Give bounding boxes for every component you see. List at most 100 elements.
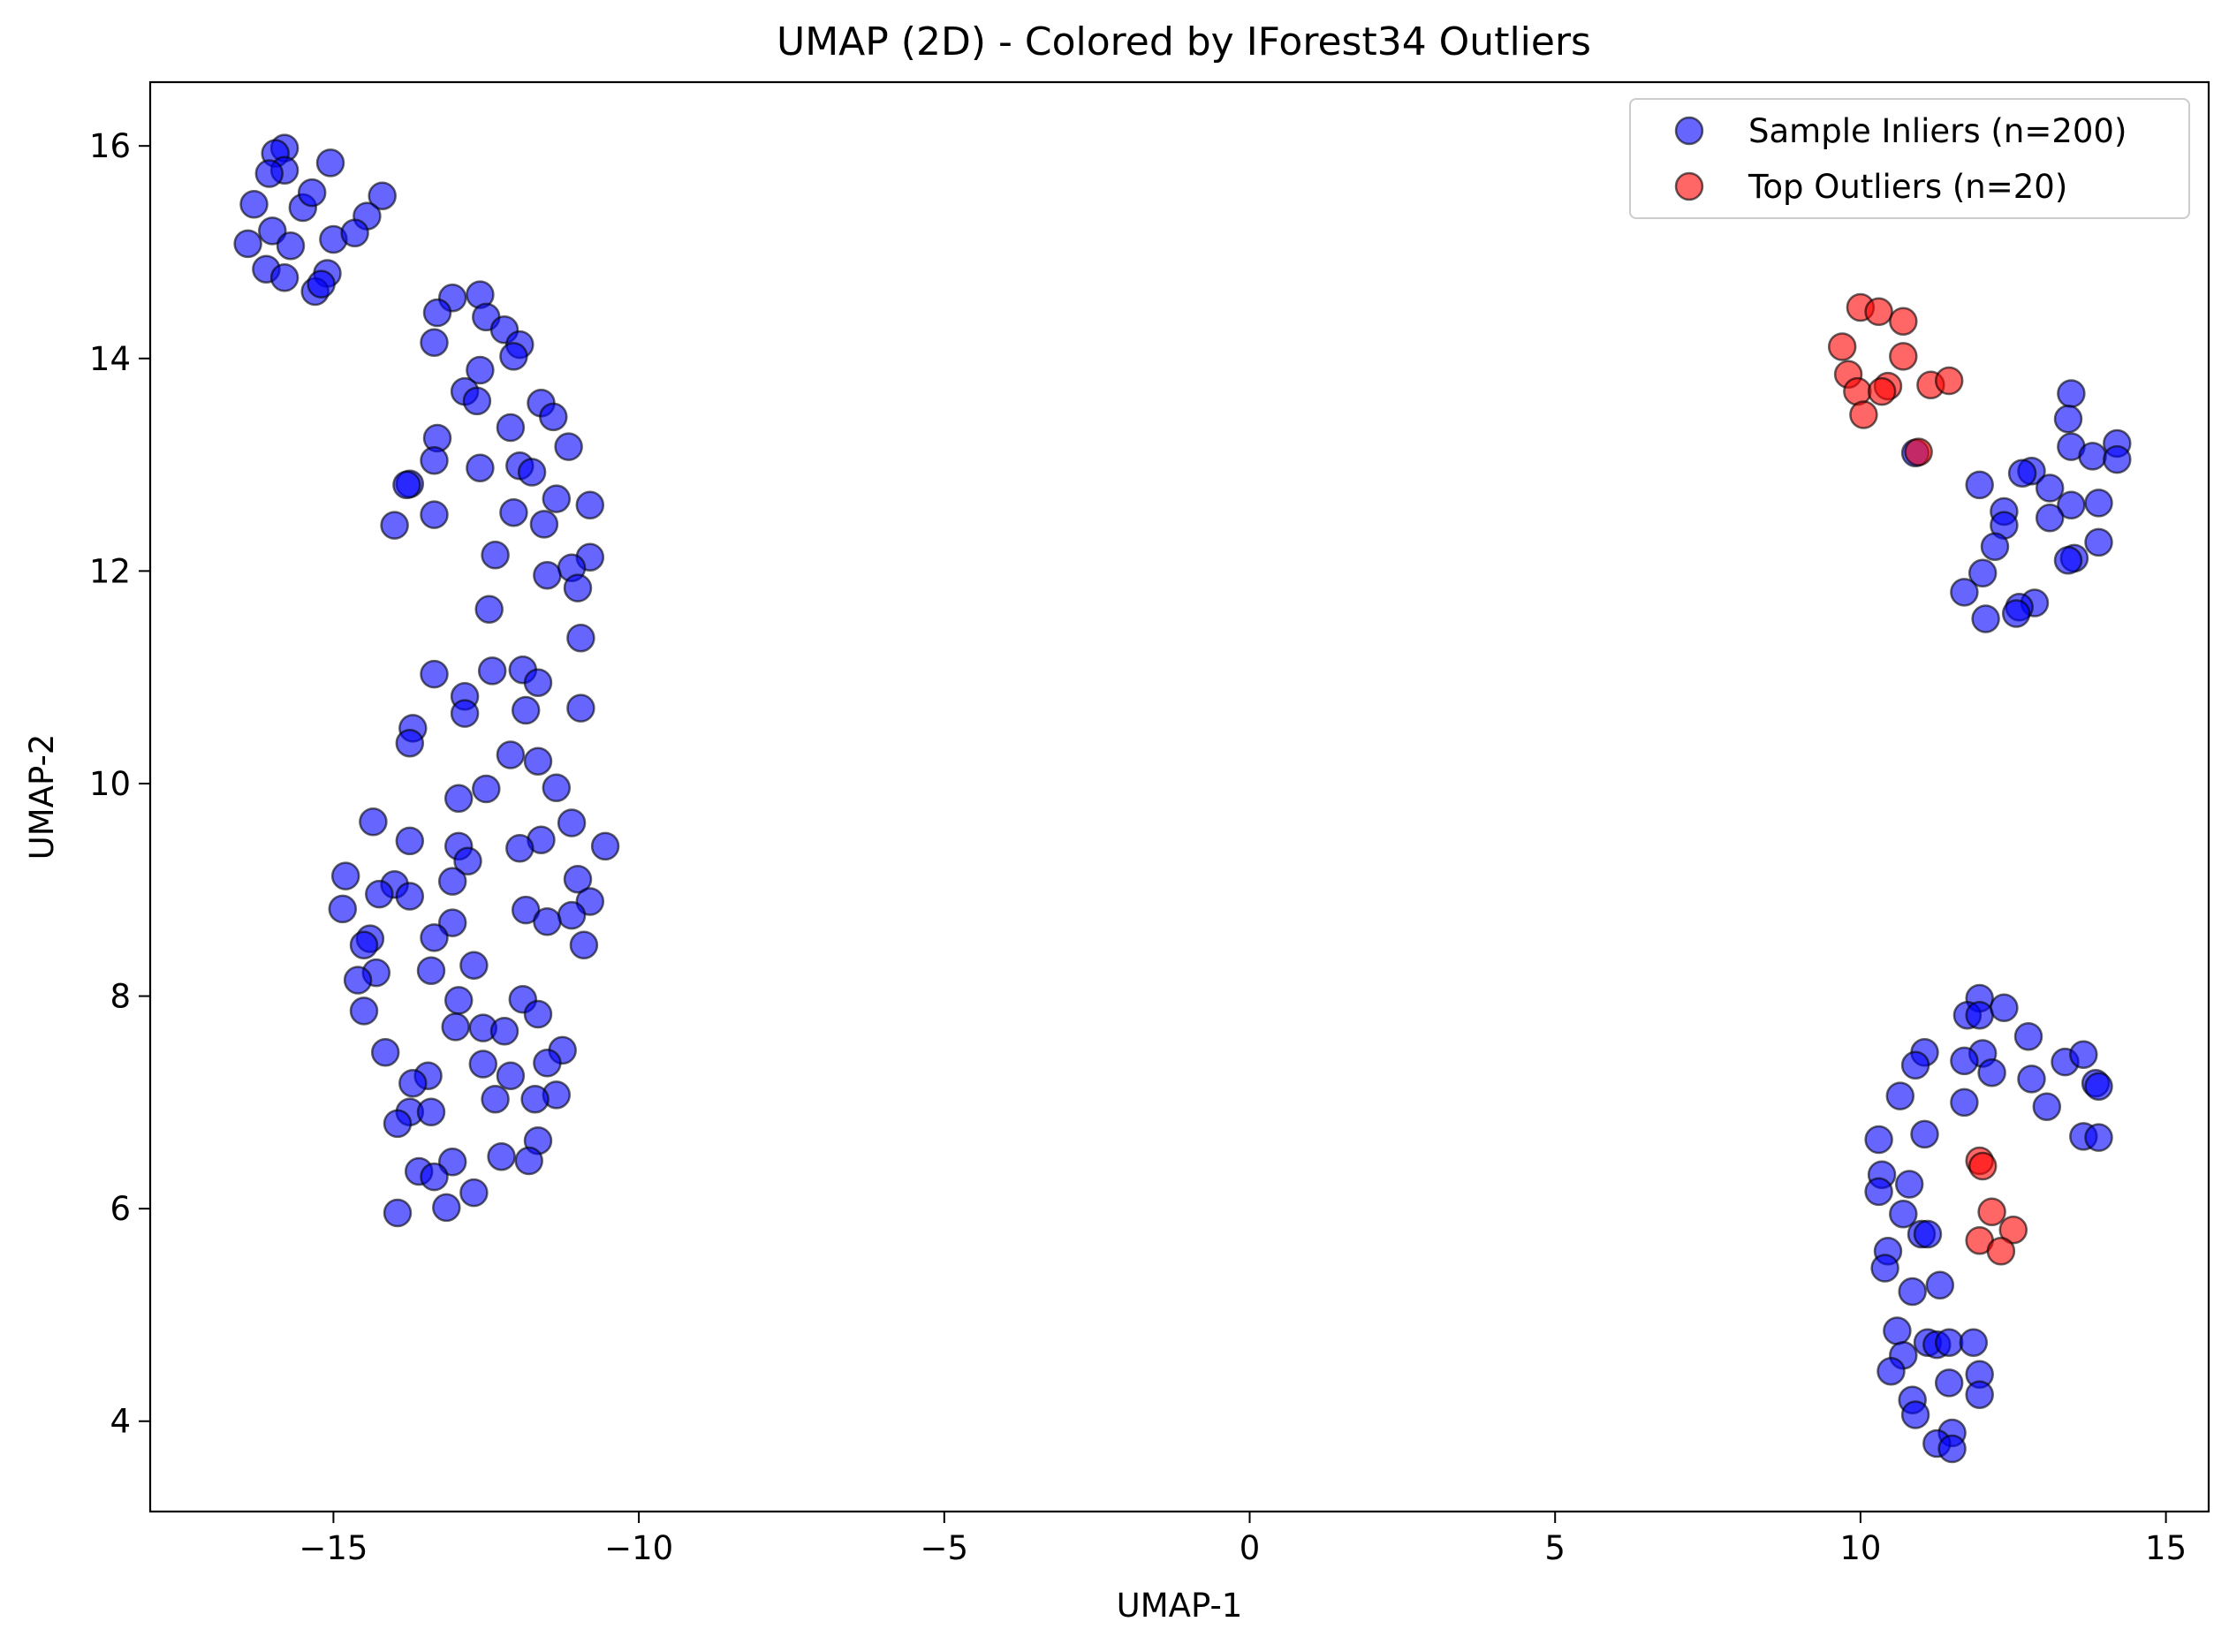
inlier-point-88 [533, 907, 562, 936]
inlier-point-92 [349, 930, 379, 960]
inlier-point-51 [533, 560, 562, 590]
inlier-point-67 [542, 773, 572, 803]
outlier-point-2 [1889, 307, 1918, 336]
inlier-point-80 [437, 867, 467, 896]
inlier-point-143 [2084, 527, 2113, 557]
y-tick-label: 16 [89, 127, 131, 165]
inlier-point-194 [1965, 1380, 1994, 1409]
inlier-point-94 [459, 951, 489, 980]
inlier-point-182 [1870, 1254, 1899, 1283]
inlier-point-156 [1990, 993, 2019, 1023]
inlier-point-30 [462, 386, 492, 416]
inlier-point-47 [380, 511, 409, 540]
inlier-point-95 [416, 956, 446, 985]
inlier-point-104 [489, 1017, 519, 1046]
inlier-point-171 [1910, 1119, 1939, 1149]
inlier-point-125 [432, 1193, 461, 1223]
inlier-point-11 [233, 229, 262, 259]
inlier-point-93 [569, 930, 599, 960]
inlier-point-37 [466, 453, 495, 482]
inlier-point-12 [276, 231, 306, 261]
inlier-point-119 [487, 1141, 516, 1171]
inlier-point-69 [444, 784, 474, 814]
legend-label-outliers: Top Outliers (n=20) [1748, 168, 2067, 206]
inlier-point-32 [539, 402, 568, 432]
inlier-point-120 [514, 1146, 543, 1176]
inlier-point-19 [307, 269, 336, 299]
y-axis: 4 6 8 10 12 14 16 [89, 127, 150, 1441]
inlier-point-136 [2035, 474, 2065, 503]
inlier-point-114 [520, 1084, 550, 1114]
y-axis-label: UMAP-2 [23, 734, 61, 860]
inlier-point-58 [523, 668, 553, 697]
inlier-point-7 [239, 190, 269, 219]
inlier-point-113 [481, 1084, 510, 1114]
inlier-point-189 [1959, 1328, 1989, 1357]
inlier-point-106 [370, 1038, 400, 1067]
inlier-point-35 [554, 432, 583, 461]
inlier-point-117 [383, 1109, 413, 1139]
inlier-point-191 [1876, 1356, 1906, 1386]
inlier-point-60 [511, 695, 541, 725]
inlier-point-110 [496, 1061, 526, 1091]
inlier-point-163 [1900, 1050, 1930, 1080]
inlier-point-72 [395, 826, 425, 856]
inlier-point-144 [1980, 532, 2010, 561]
inlier-point-5 [368, 181, 397, 210]
inlier-point-176 [1894, 1170, 1924, 1199]
inlier-point-183 [1925, 1270, 1955, 1300]
x-tick-label: 0 [1240, 1529, 1261, 1567]
x-tick-label: −5 [921, 1529, 969, 1567]
inlier-point-199 [1937, 1434, 1967, 1464]
inlier-point-75 [590, 831, 620, 861]
inlier-point-66 [523, 746, 553, 776]
inlier-point-170 [2032, 1092, 2062, 1121]
inlier-point-188 [1934, 1328, 1964, 1357]
inlier-point-28 [466, 355, 495, 385]
inlier-point-39 [517, 458, 547, 487]
inlier-point-148 [1950, 578, 1979, 607]
inlier-point-160 [1950, 1046, 1979, 1076]
inlier-point-52 [563, 573, 593, 602]
points-layer [233, 133, 2132, 1464]
chart-title: UMAP (2D) - Colored by IForest34 Outlier… [777, 19, 1591, 64]
inlier-point-4 [254, 159, 284, 188]
inlier-point-83 [395, 882, 425, 911]
inlier-point-53 [474, 595, 504, 624]
y-tick-label: 14 [89, 340, 131, 378]
inlier-point-64 [395, 728, 425, 758]
inlier-point-139 [2057, 490, 2086, 520]
x-tick-label: −10 [604, 1529, 673, 1567]
inlier-point-193 [1934, 1368, 1964, 1398]
inlier-point-46 [529, 510, 559, 539]
inlier-point-54 [566, 623, 595, 653]
inlier-point-168 [1885, 1081, 1915, 1110]
inlier-point-56 [477, 656, 507, 686]
inlier-point-107 [533, 1049, 562, 1078]
legend: Sample Inliers (n=200) Top Outliers (n=2… [1629, 98, 2190, 219]
inlier-point-68 [472, 774, 501, 804]
outlier-point-12 [1904, 437, 1933, 466]
inlier-point-42 [542, 484, 572, 513]
inlier-point-55 [420, 659, 449, 689]
inlier-point-157 [2013, 1022, 2043, 1051]
outlier-point-15 [1977, 1197, 2006, 1227]
inlier-point-77 [453, 846, 482, 876]
legend-label-inliers: Sample Inliers (n=200) [1748, 112, 2127, 150]
y-tick-label: 8 [110, 978, 131, 1016]
inlier-point-45 [420, 500, 449, 529]
inlier-point-26 [420, 328, 449, 357]
y-tick-label: 12 [89, 552, 131, 590]
outlier-point-16 [1998, 1215, 2028, 1245]
inlier-point-141 [2035, 503, 2065, 533]
inlier-point-123 [420, 1162, 449, 1192]
x-axis-label: UMAP-1 [1117, 1587, 1243, 1625]
inlier-point-152 [1971, 604, 2000, 633]
inlier-point-27 [499, 342, 528, 371]
x-axis: −15 −10 −5 0 5 10 15 [299, 1512, 2187, 1567]
inlier-point-131 [2078, 442, 2107, 471]
inlier-point-99 [444, 986, 474, 1015]
legend-marker-outliers [1674, 171, 1704, 201]
inlier-point-137 [1965, 470, 1994, 500]
